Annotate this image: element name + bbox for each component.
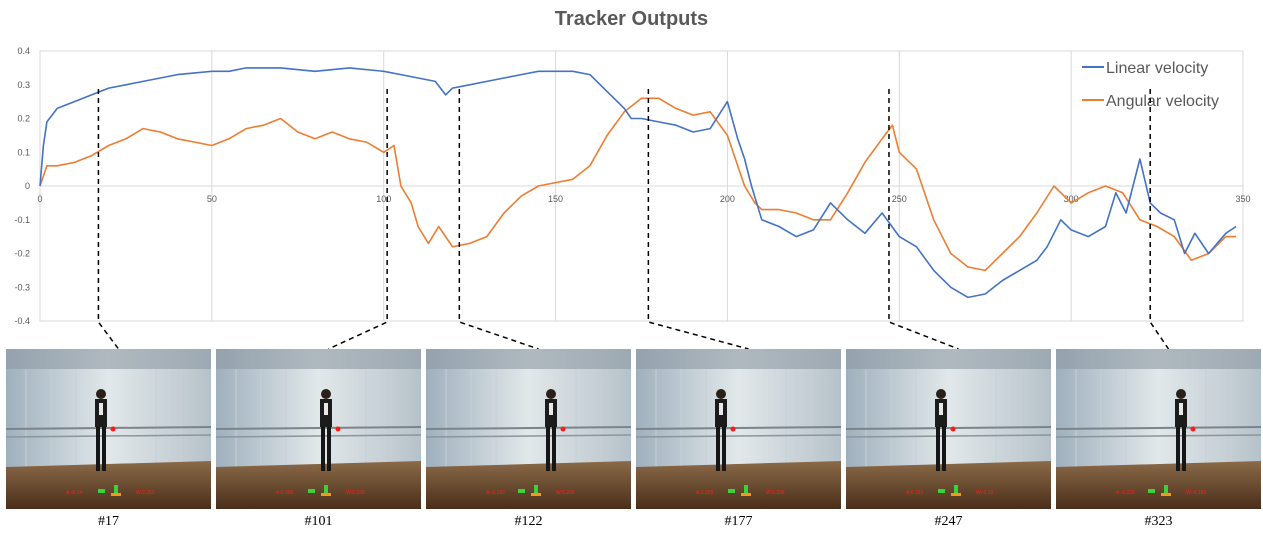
svg-text:W:-0.199: W:-0.199 (1186, 490, 1206, 496)
y-tick-label: -0.2 (14, 249, 30, 259)
video-frame: A:-0.192 W:0.286 (426, 349, 631, 509)
frame-label: #17 (98, 514, 119, 529)
svg-text:A:-0.192: A:-0.192 (486, 490, 505, 496)
svg-text:A:0.096: A:0.096 (276, 490, 293, 496)
video-frame: A:0.255 W:0.206 (636, 349, 841, 509)
video-frame: A:0.161 W:-0.15 (846, 349, 1051, 509)
x-tick-label: 350 (1235, 194, 1250, 204)
frame-label: #177 (724, 514, 753, 529)
y-tick-label: -0.1 (14, 215, 30, 225)
x-tick-label: 150 (548, 194, 563, 204)
y-tick-label: 0.3 (17, 80, 30, 90)
frame-label: #122 (514, 514, 543, 529)
y-tick-label: 0 (25, 181, 30, 191)
x-tick-label: 100 (376, 194, 391, 204)
legend-label: Angular velocity (1106, 93, 1219, 110)
video-frame: A:0.096 W:0.333 (216, 349, 421, 509)
frame-label: #323 (1144, 514, 1173, 529)
svg-text:W:0.333: W:0.333 (346, 490, 365, 496)
x-tick-label: 0 (37, 194, 42, 204)
svg-text:W:-0.15: W:-0.15 (976, 490, 994, 496)
svg-text:W:0.286: W:0.286 (556, 490, 575, 496)
frame-connector (1149, 89, 1170, 350)
video-frame: A:-0.225 W:-0.199 (1056, 349, 1261, 509)
chart-title: Tracker Outputs (554, 8, 709, 30)
svg-text:A:-0.225: A:-0.225 (1116, 490, 1135, 496)
frame-connector (328, 89, 388, 350)
frame-label: #101 (304, 514, 333, 529)
svg-text:W:0.206: W:0.206 (766, 490, 785, 496)
series-line (39, 67, 1237, 299)
y-tick-label: 0.4 (17, 46, 30, 56)
frame-label: #247 (934, 514, 963, 529)
svg-text:A:-0.14: A:-0.14 (66, 490, 82, 496)
frame-connector (97, 89, 120, 350)
x-tick-label: 200 (720, 194, 735, 204)
frame-connector (888, 89, 959, 350)
y-tick-label: -0.3 (14, 282, 30, 292)
frame-connector (458, 89, 539, 350)
series-line (39, 97, 1237, 272)
frame-connector (647, 89, 749, 350)
x-tick-label: 250 (892, 194, 907, 204)
y-tick-label: 0.2 (17, 114, 30, 124)
svg-text:A:0.255: A:0.255 (696, 490, 713, 496)
x-tick-label: 300 (1064, 194, 1079, 204)
y-tick-label: 0.1 (17, 147, 30, 157)
svg-text:A:0.161: A:0.161 (906, 490, 923, 496)
video-frame: A:-0.14 W:0.253 (6, 349, 211, 509)
svg-text:W:0.253: W:0.253 (136, 490, 155, 496)
x-tick-label: 50 (207, 194, 217, 204)
legend-label: Linear velocity (1106, 60, 1208, 77)
y-tick-label: -0.4 (14, 316, 30, 326)
